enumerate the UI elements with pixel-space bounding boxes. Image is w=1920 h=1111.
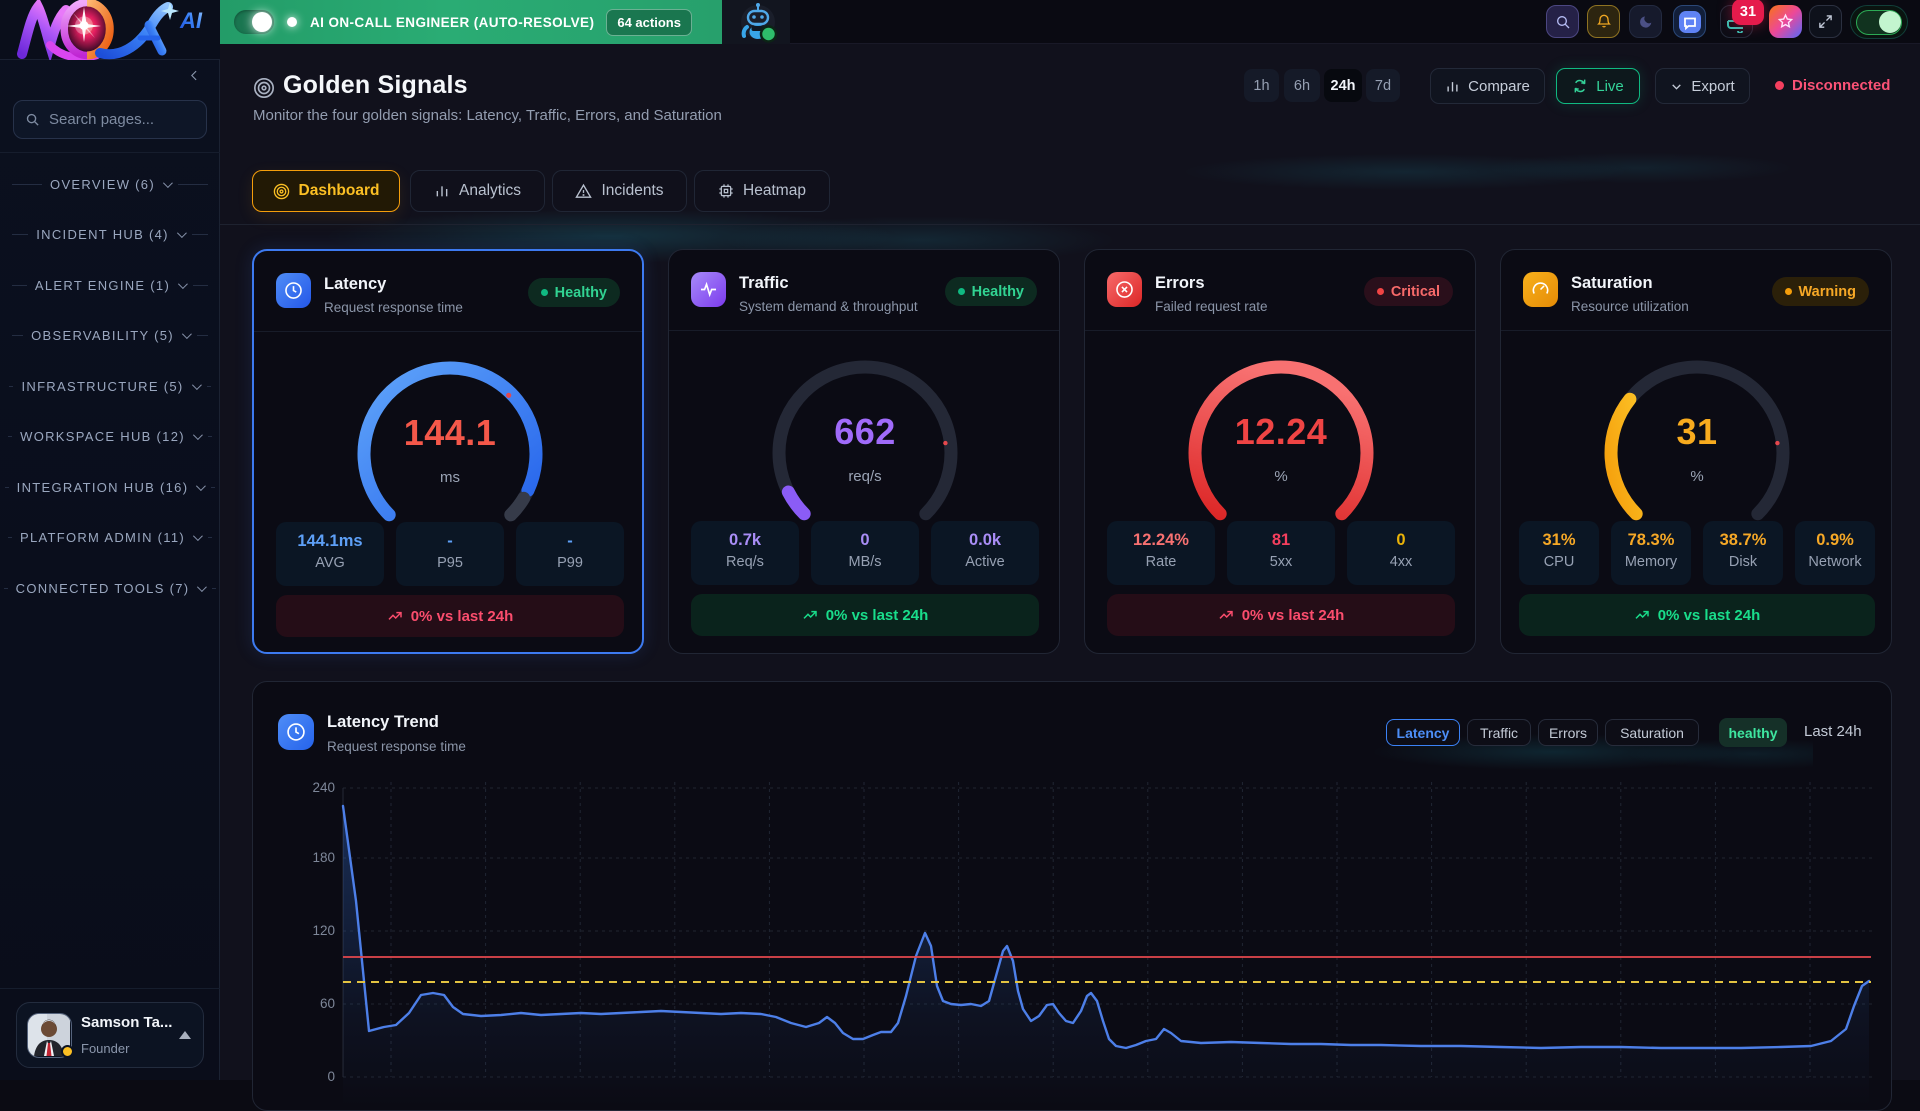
svg-text:AI: AI (179, 8, 203, 33)
svg-text:180: 180 (312, 850, 335, 865)
svg-text:0: 0 (327, 1069, 335, 1084)
svg-text:120: 120 (312, 923, 335, 938)
svg-text:240: 240 (312, 780, 335, 795)
svg-text:60: 60 (320, 996, 335, 1011)
